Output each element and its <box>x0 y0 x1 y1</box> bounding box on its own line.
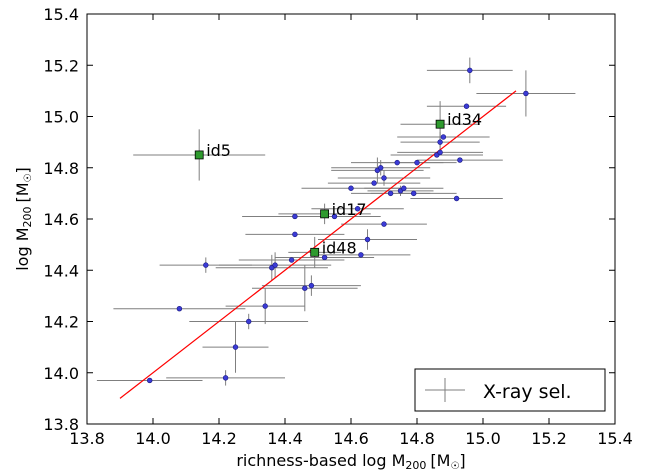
point-labels-layer: id5 id17 id48 id34 <box>206 110 482 257</box>
x-tick-label: 15.2 <box>531 429 567 448</box>
data-point <box>222 375 229 381</box>
data-point <box>302 285 308 291</box>
data-point <box>262 303 268 309</box>
x-tick-label: 15.0 <box>465 429 501 448</box>
data-point <box>523 90 529 97</box>
data-point <box>467 67 473 74</box>
y-axis-label: log M200 [M☉] <box>13 167 34 271</box>
x-tick-label: 13.8 <box>69 429 105 448</box>
fit-line <box>119 90 517 399</box>
legend: X-ray sel. <box>414 368 606 412</box>
x-tick-label: 14.4 <box>267 429 303 448</box>
data-point <box>381 221 387 227</box>
y-tick-label: 14.8 <box>43 159 79 178</box>
data-point <box>394 159 400 166</box>
data-point <box>364 236 371 243</box>
data-point <box>354 206 361 212</box>
highlight-point <box>320 209 330 219</box>
y-tick-label: 14.2 <box>43 313 79 332</box>
y-tick-label: 13.8 <box>43 415 79 434</box>
data-point <box>321 254 328 261</box>
x-tick-label: 14.6 <box>333 429 369 448</box>
y-axis-label-close: ] <box>13 167 32 173</box>
x-tick-label: 14.2 <box>201 429 237 448</box>
y-axis-label-sun: ☉ <box>23 173 34 182</box>
data-point <box>437 149 443 156</box>
data-point <box>308 282 315 289</box>
point-label: id17 <box>332 200 367 219</box>
x-axis-label-sub: 200 <box>405 459 426 472</box>
data-point <box>457 157 463 163</box>
y-axis-label-sub: 200 <box>21 206 34 227</box>
data-point <box>440 134 447 140</box>
x-axis-label: richness-based log M200 [M☉] <box>236 451 465 472</box>
highlight-point <box>310 247 320 257</box>
x-axis-label-sun: ☉ <box>450 461 459 472</box>
y-tick-label: 14.6 <box>43 210 79 229</box>
point-label: id34 <box>447 110 482 129</box>
data-point <box>348 185 354 191</box>
highlight-point <box>194 150 204 160</box>
data-point <box>381 175 387 181</box>
data-point <box>288 257 295 263</box>
x-axis-label-close: ] <box>459 451 465 470</box>
y-tick-label: 15.0 <box>43 108 79 127</box>
data-point <box>371 180 377 186</box>
x-tick-label: 14.0 <box>135 429 171 448</box>
data-point <box>331 213 338 220</box>
highlight-point <box>435 119 445 129</box>
y-tick-label: 14.4 <box>43 261 79 280</box>
point-label: id48 <box>322 238 357 257</box>
data-point <box>272 262 278 268</box>
y-tick-label: 15.2 <box>43 56 79 75</box>
x-tick-label: 14.8 <box>399 429 435 448</box>
points-layer <box>147 67 529 384</box>
errorbars-layer <box>96 57 576 386</box>
data-point <box>203 262 209 268</box>
data-point <box>401 185 407 191</box>
fit-line-layer <box>119 90 517 399</box>
data-point <box>453 195 460 202</box>
data-point <box>246 318 252 325</box>
highlight-points-layer <box>194 119 445 257</box>
data-point <box>387 190 394 197</box>
x-axis-label-main: richness-based log M <box>236 451 405 470</box>
data-point <box>232 344 239 350</box>
point-label: id5 <box>206 141 231 160</box>
ticks-layer: 13.8 14.0 14.2 14.4 14.6 14.8 15.0 15.2 15.4 13.8… <box>43 5 632 448</box>
x-axis-label-unit: [M <box>430 451 450 470</box>
legend-label: X-ray sel. <box>483 381 572 403</box>
data-point <box>147 377 153 384</box>
data-point <box>176 305 183 312</box>
y-axis-label-unit: [M <box>13 182 32 202</box>
data-point <box>292 231 298 238</box>
data-point <box>378 165 384 171</box>
data-point <box>411 190 417 197</box>
data-point <box>414 159 420 166</box>
data-point <box>358 252 364 258</box>
y-tick-label: 15.4 <box>43 5 79 24</box>
data-point <box>463 103 470 109</box>
x-tick-label: 15.4 <box>597 429 633 448</box>
data-point <box>437 139 443 145</box>
data-point <box>292 213 298 220</box>
y-axis-label-main: log M <box>13 227 32 270</box>
y-tick-label: 14.0 <box>43 364 79 383</box>
